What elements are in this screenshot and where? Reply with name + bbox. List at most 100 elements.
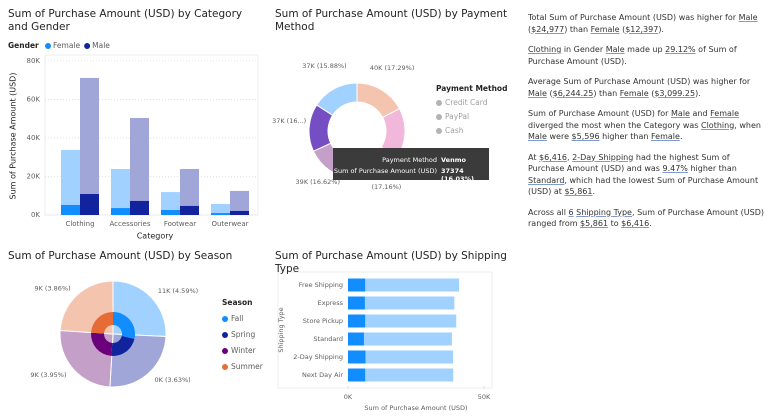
narrative-link: Female [710, 109, 740, 118]
legend-label: PayPal [445, 112, 469, 121]
donut-slice [315, 82, 358, 116]
y-tick-label: Express [318, 299, 344, 307]
pie-highlight [91, 312, 113, 334]
narrative: Total Sum of Purchase Amount (USD) was h… [528, 12, 764, 239]
narrative-link: Male [605, 45, 625, 54]
narrative-paragraph: Average Sum of Purchase Amount (USD) was… [528, 76, 764, 99]
bar-highlight [211, 213, 230, 215]
y-axis-title: Sum of Purchase Amount (USD) [9, 73, 18, 200]
narrative-paragraph: Total Sum of Purchase Amount (USD) was h… [528, 12, 764, 35]
plot-area [277, 271, 493, 389]
bar [348, 278, 459, 292]
tooltip: Payment Method Venmo Sum of Purchase Amoun… [333, 148, 489, 183]
tooltip-value: 37374 (16.03%) [441, 167, 475, 183]
data-label: 9K (3.95%) [30, 371, 66, 379]
legend-label: Winter [231, 346, 257, 355]
narrative-link: Female [651, 132, 680, 141]
narrative-text: . [649, 219, 652, 228]
narrative-link: $6,416 [621, 219, 650, 228]
tooltip-value: Venmo [441, 156, 466, 164]
x-tick-label: Outerwear [211, 220, 248, 228]
bar-highlight [348, 350, 366, 364]
narrative-link: $5,596 [571, 132, 600, 141]
bar [348, 350, 453, 364]
narrative-text: were [546, 132, 572, 141]
pie-highlight [113, 312, 135, 339]
y-tick-label: Free Shipping [299, 281, 343, 289]
narrative-paragraph: Sum of Purchase Amount (USD) for Male an… [528, 108, 764, 143]
narrative-text: had the highest Sum of Purchase Amount (… [528, 152, 730, 174]
y-tick-label: Next Day Air [302, 371, 343, 379]
y-tick-label: 0K [31, 211, 40, 219]
narrative-link: 9.47% [662, 164, 688, 173]
narrative-text: ). [658, 24, 664, 34]
x-tick-label: Accessories [109, 220, 150, 228]
narrative-link: $12,397 [625, 24, 659, 34]
y-tick-label: 40K [27, 134, 41, 142]
legend-label: Credit Card [445, 98, 488, 107]
narrative-paragraph: Across all 6 Shipping Type, Sum of Purch… [528, 207, 764, 230]
bar-highlight [348, 278, 366, 292]
data-label: 40K (17.29%) [369, 63, 415, 72]
narrative-link: $5,861 [564, 187, 593, 196]
narrative-link: Female [619, 88, 649, 98]
bar [111, 168, 130, 215]
narrative-link: Male [671, 109, 690, 118]
data-label: 0K (3.63%) [154, 376, 190, 384]
bar-highlight [161, 209, 180, 215]
bar-highlight [180, 205, 199, 215]
legend-dot [222, 332, 228, 338]
x-tick-label: 0K [344, 393, 353, 401]
narrative-text: ). [695, 88, 701, 98]
narrative-link: Male [528, 88, 547, 98]
narrative-link: $6,416 [539, 152, 568, 162]
data-label: 39K (16.62%) [295, 177, 341, 186]
legend-dot [222, 316, 228, 322]
chart-title: Sum of Purchase Amount (USD) by Category… [8, 8, 243, 33]
narrative-link: $5,861 [580, 219, 609, 228]
narrative-text: made up [624, 45, 666, 54]
data-label: 37K (16...) [272, 117, 307, 126]
narrative-text: ( [619, 24, 626, 34]
data-label: 9K (3.86%) [34, 285, 70, 293]
narrative-text: higher than [687, 164, 737, 173]
legend-title: Payment Method [436, 84, 507, 93]
narrative-link: Male [528, 132, 547, 141]
legend-dot [222, 348, 228, 354]
narrative-text: higher than [599, 132, 652, 141]
x-axis-title: Sum of Purchase Amount (USD) [364, 404, 467, 412]
bar [180, 168, 199, 215]
bar [130, 117, 149, 215]
bar [348, 314, 457, 328]
narrative-text: , Sum of Purchase Amount (USD) ranged fr… [528, 207, 764, 229]
narrative-text: At [528, 152, 540, 162]
legend-dot [436, 114, 442, 120]
bar-highlight [230, 210, 249, 215]
bar-highlight [130, 200, 149, 215]
y-tick-label: 60K [27, 96, 41, 104]
chart-title: Sum of Purchase Amount (USD) by Shipping… [275, 250, 507, 275]
legend-label: Male [92, 41, 110, 50]
bar [348, 296, 455, 310]
narrative-text: Average Sum of Purchase Amount (USD) was… [528, 77, 751, 86]
bar [61, 149, 80, 215]
narrative-text: . [679, 132, 683, 141]
tooltip-key: Sum of Purchase Amount (USD) [333, 167, 437, 175]
y-axis-title: Shipping Type [277, 307, 285, 352]
narrative-text: ) than [564, 24, 591, 34]
narrative-text: Total Sum of Purchase Amount (USD) was h… [528, 13, 739, 22]
x-axis-title: Category [137, 232, 174, 241]
bar-highlight [348, 332, 364, 346]
legend-dot [436, 128, 442, 134]
x-tick-label: 50K [478, 393, 491, 401]
narrative-link: 29.12% [665, 45, 696, 54]
narrative-text: , when [734, 120, 761, 130]
narrative-text: . [592, 187, 596, 196]
data-label: 11K (4.59%) [158, 287, 198, 295]
x-tick-label: Footwear [164, 220, 196, 228]
narrative-link: $3,099.25 [654, 88, 696, 98]
bar [161, 192, 180, 215]
bar-highlight [348, 296, 365, 310]
narrative-text: of Sum of Purchase Amount (USD). [528, 45, 737, 66]
tooltip-key: Payment Method [382, 156, 437, 164]
